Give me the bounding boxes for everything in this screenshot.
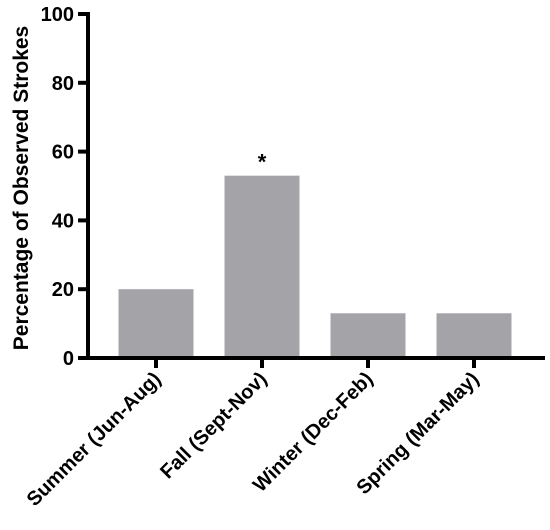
annotation-fall-sept-nov: * — [258, 150, 267, 175]
x-tick-label-summer-jun-aug: Summer (Jun-Aug) — [23, 368, 166, 511]
x-axis-ticks: Summer (Jun-Aug)Fall (Sept-Nov)Winter (D… — [23, 358, 484, 511]
bars-group — [118, 175, 512, 358]
y-tick-label-60: 60 — [52, 142, 74, 164]
bar-spring-mar-may — [436, 313, 512, 358]
y-tick-label-20: 20 — [52, 279, 74, 301]
y-tick-label-100: 100 — [41, 4, 74, 26]
y-tick-label-40: 40 — [52, 210, 74, 232]
bar-summer-jun-aug — [118, 289, 194, 358]
annotations-group: * — [258, 150, 267, 175]
y-tick-label-0: 0 — [63, 348, 74, 370]
bar-fall-sept-nov — [224, 175, 300, 358]
x-tick-label-fall-sept-nov: Fall (Sept-Nov) — [156, 368, 271, 483]
y-axis-ticks: 0 20 40 60 80 100 — [41, 4, 88, 370]
y-tick-label-80: 80 — [52, 73, 74, 95]
y-axis-title: Percentage of Observed Strokes — [10, 26, 33, 350]
bar-winter-dec-feb — [330, 313, 406, 358]
